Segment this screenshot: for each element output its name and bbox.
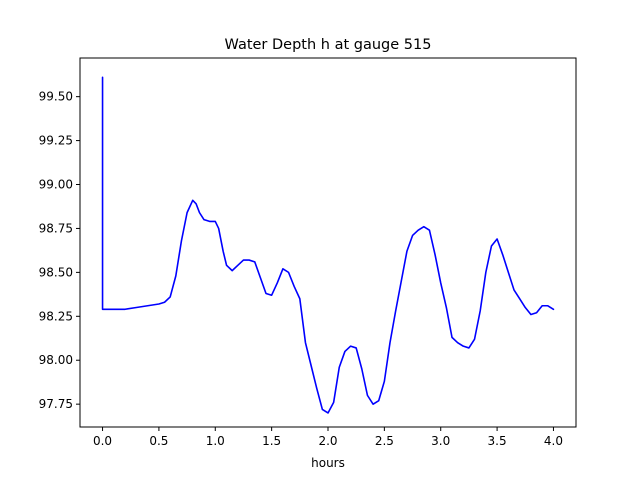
x-tick-label: 4.0: [544, 434, 563, 448]
x-tick-label: 2.5: [375, 434, 394, 448]
y-tick-labels: 97.75 98.00 98.25 98.50 98.75 99.00 99.25 99.50: [39, 90, 73, 411]
x-tick-label: 1.0: [206, 434, 225, 448]
y-tick-label: 98.75: [39, 221, 73, 235]
series-layer: [101, 76, 555, 414]
x-tick-marks: [102, 427, 554, 431]
x-tick-label: 3.0: [431, 434, 450, 448]
y-tick-label: 98.50: [39, 265, 73, 279]
x-axis-label: hours: [311, 456, 345, 470]
y-tick-label: 98.25: [39, 309, 73, 323]
y-tick-label: 99.25: [39, 134, 73, 148]
y-tick-marks: [76, 96, 80, 405]
x-tick-label: 0.5: [149, 434, 168, 448]
x-tick-label: 0.0: [93, 434, 112, 448]
y-tick-label: 97.75: [39, 397, 73, 411]
chart-title: Water Depth h at gauge 515: [225, 37, 432, 53]
x-tick-label: 3.5: [488, 434, 507, 448]
series-line-0: [101, 76, 555, 414]
plot-frame: [79, 57, 577, 428]
x-tick-label: 1.5: [262, 434, 281, 448]
x-tick-label: 2.0: [318, 434, 337, 448]
y-tick-label: 98.00: [39, 353, 73, 367]
y-tick-label: 99.50: [39, 90, 73, 104]
x-tick-labels: 0.0 0.5 1.0 1.5 2.0 2.5 3.0 3.5 4.0: [93, 434, 563, 448]
y-tick-label: 99.00: [39, 178, 73, 192]
